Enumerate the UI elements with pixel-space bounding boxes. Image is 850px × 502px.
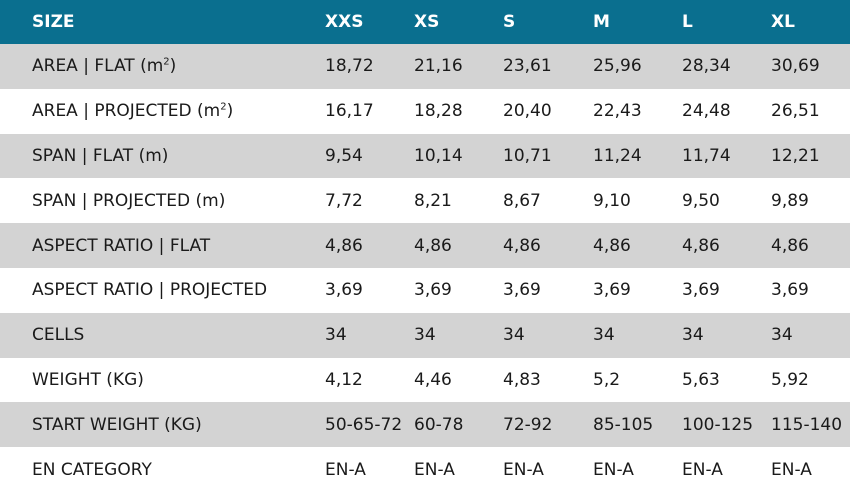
cell-xxs: 18,72 [325,44,414,89]
cell-xl: 5,92 [771,357,850,403]
cell-xxs: 9,54 [325,133,414,179]
cell-xl: 9,89 [771,178,850,224]
cell-xs: 34 [414,312,503,358]
cell-s: 8,67 [503,178,593,224]
table-header: SIZE XXS XS S M L XL [0,0,850,44]
cell-xxs: EN-A [325,447,414,492]
cell-xs: 18,28 [414,88,503,134]
cell-xs: EN-A [414,447,503,492]
cell-s: EN-A [503,447,593,492]
cell-s: 10,71 [503,133,593,179]
cell-m: 4,86 [593,223,682,268]
table-row: EN CATEGORY EN-A EN-A EN-A EN-A EN-A EN-… [0,447,850,492]
table-row: AREA | FLAT (m2) 18,72 21,16 23,61 25,96… [0,44,850,89]
size-header-xxs: XXS [325,0,414,44]
row-label: SPAN | PROJECTED (m) [0,178,325,224]
cell-l: 11,74 [682,133,771,179]
size-column-header: SIZE [0,0,325,44]
cell-s: 20,40 [503,88,593,134]
table-row: ASPECT RATIO | FLAT 4,86 4,86 4,86 4,86 … [0,223,850,268]
cell-l: 3,69 [682,267,771,313]
cell-s: 4,83 [503,357,593,403]
row-label-suffix: ) [226,101,234,122]
row-label: AREA | FLAT (m2) [0,44,325,89]
cell-m: 22,43 [593,88,682,134]
cell-l: 28,34 [682,44,771,89]
cell-m: 5,2 [593,357,682,403]
cell-s: 34 [503,312,593,358]
cell-xxs: 16,17 [325,88,414,134]
table-row: ASPECT RATIO | PROJECTED 3,69 3,69 3,69 … [0,267,850,313]
cell-l: 4,86 [682,223,771,268]
cell-xs: 60-78 [414,402,503,448]
cell-l: 34 [682,312,771,358]
cell-xl: 115-140 [771,402,850,448]
row-label-text: AREA | PROJECTED (m [32,101,221,122]
cell-m: 9,10 [593,178,682,224]
table-row: SPAN | PROJECTED (m) 7,72 8,21 8,67 9,10… [0,178,850,224]
cell-xs: 3,69 [414,267,503,313]
size-header-xs: XS [414,0,503,44]
cell-xxs: 4,86 [325,223,414,268]
cell-xs: 8,21 [414,178,503,224]
table-row: CELLS 34 34 34 34 34 34 [0,312,850,358]
cell-m: 11,24 [593,133,682,179]
size-header-s: S [503,0,593,44]
row-label-text: AREA | FLAT (m [32,56,164,77]
cell-m: 34 [593,312,682,358]
cell-xl: 34 [771,312,850,358]
table-row: START WEIGHT (KG) 50-65-72 60-78 72-92 8… [0,402,850,448]
cell-l: 24,48 [682,88,771,134]
table-row: AREA | PROJECTED (m2) 16,17 18,28 20,40 … [0,88,850,134]
cell-xxs: 7,72 [325,178,414,224]
header-row: SIZE XXS XS S M L XL [0,0,850,44]
cell-xxs: 50-65-72 [325,402,414,448]
row-label: AREA | PROJECTED (m2) [0,88,325,134]
cell-s: 4,86 [503,223,593,268]
cell-xs: 10,14 [414,133,503,179]
cell-m: 85-105 [593,402,682,448]
table-row: WEIGHT (KG) 4,12 4,46 4,83 5,2 5,63 5,92 [0,357,850,403]
cell-s: 23,61 [503,44,593,89]
row-label: EN CATEGORY [0,447,325,492]
cell-m: 25,96 [593,44,682,89]
size-header-m: M [593,0,682,44]
row-label: SPAN | FLAT (m) [0,133,325,179]
unit-superscript: 2 [220,101,227,113]
cell-xxs: 4,12 [325,357,414,403]
cell-l: 9,50 [682,178,771,224]
row-label: CELLS [0,312,325,358]
row-label: WEIGHT (KG) [0,357,325,403]
cell-s: 72-92 [503,402,593,448]
table-body: AREA | FLAT (m2) 18,72 21,16 23,61 25,96… [0,44,850,492]
cell-l: 100-125 [682,402,771,448]
row-label-suffix: ) [169,56,177,77]
row-label: ASPECT RATIO | PROJECTED [0,267,325,313]
cell-xxs: 34 [325,312,414,358]
cell-xs: 4,46 [414,357,503,403]
cell-xl: 26,51 [771,88,850,134]
unit-superscript: 2 [163,56,170,68]
cell-xs: 21,16 [414,44,503,89]
cell-l: EN-A [682,447,771,492]
cell-xl: 12,21 [771,133,850,179]
table-row: SPAN | FLAT (m) 9,54 10,14 10,71 11,24 1… [0,133,850,179]
cell-xl: 30,69 [771,44,850,89]
size-header-xl: XL [771,0,850,44]
row-label: START WEIGHT (KG) [0,402,325,448]
cell-m: 3,69 [593,267,682,313]
cell-xl: 3,69 [771,267,850,313]
cell-xl: EN-A [771,447,850,492]
row-label: ASPECT RATIO | FLAT [0,223,325,268]
cell-m: EN-A [593,447,682,492]
cell-xxs: 3,69 [325,267,414,313]
cell-s: 3,69 [503,267,593,313]
cell-l: 5,63 [682,357,771,403]
cell-xs: 4,86 [414,223,503,268]
cell-xl: 4,86 [771,223,850,268]
size-header-l: L [682,0,771,44]
